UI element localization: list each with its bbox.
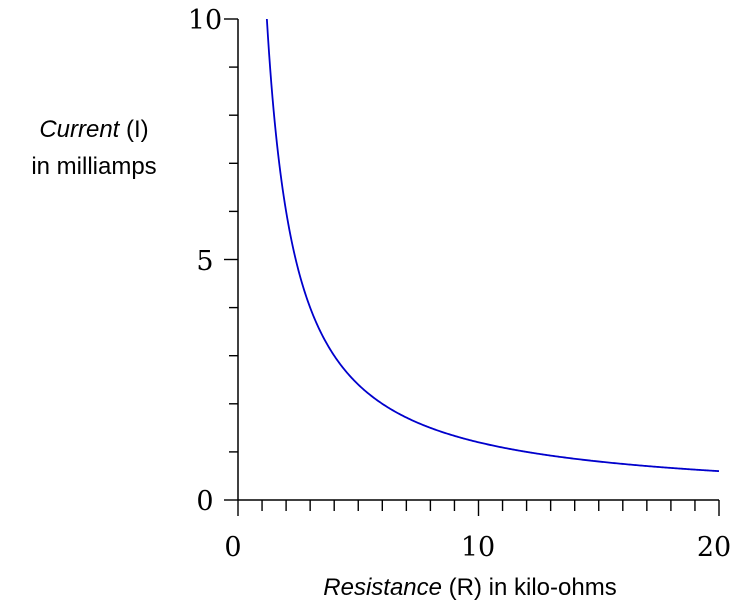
y-tick-label-10: 10 [188,5,222,36]
y-tick-label-0: 0 [196,486,213,517]
data-curve [265,18,720,473]
x-axis-label-rest: (R) in kilo-ohms [442,574,617,601]
x-axis-label: Resistance (R) in kilo-ohms [323,574,616,601]
y-tick-label-5: 5 [196,246,213,277]
x-minor-ticks [237,500,720,516]
x-tick-label-10: 10 [461,532,495,563]
y-axis-label-italic: Current [39,116,120,143]
x-tick-label-20: 20 [697,532,731,563]
y-axis-label-line2: in milliamps [31,153,156,180]
y-axis-label-line1: Current (I) [39,116,148,143]
y-axis-label-rest: (I) [119,116,148,143]
y-minor-ticks [224,18,238,501]
x-axis-label-italic: Resistance [323,574,442,601]
x-tick-label-0: 0 [224,532,241,563]
